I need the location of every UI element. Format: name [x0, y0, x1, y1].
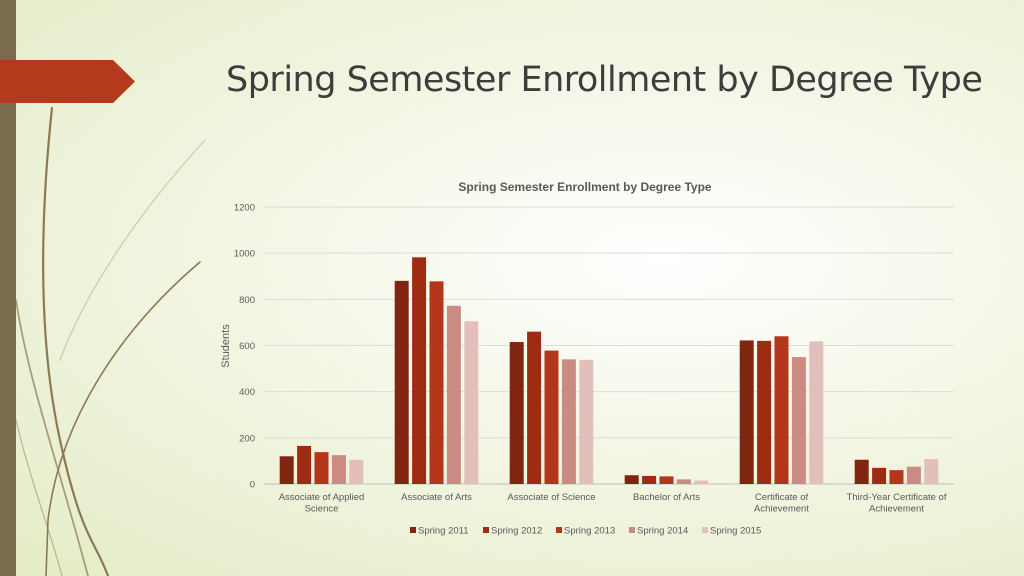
- y-tick-label: 0: [250, 480, 255, 491]
- bar: [349, 459, 364, 484]
- legend-label: Spring 2011: [418, 526, 469, 537]
- bar: [509, 342, 524, 484]
- y-tick-label: 1000: [234, 249, 255, 260]
- legend-swatch: [629, 527, 635, 533]
- category-label: Achievement: [754, 504, 809, 515]
- legend-swatch: [702, 527, 708, 533]
- bar: [854, 459, 869, 484]
- gridlines: [264, 206, 954, 485]
- bar: [394, 280, 409, 484]
- category-label: Associate of Applied: [279, 492, 365, 503]
- title-ribbon-arrow: [0, 60, 135, 103]
- y-tick-label: 1200: [234, 203, 255, 214]
- bar: [659, 476, 674, 484]
- bar: [889, 470, 904, 484]
- bar: [872, 467, 887, 484]
- bar: [791, 357, 806, 484]
- bar: [906, 466, 921, 484]
- slide-title: Spring Semester Enrollment by Degree Typ…: [226, 60, 983, 100]
- bar: [809, 341, 824, 484]
- category-label: Third-Year Certificate of: [847, 492, 947, 503]
- y-tick-label: 600: [239, 341, 255, 352]
- y-axis-label: Students: [220, 324, 232, 368]
- chart-title: Spring Semester Enrollment by Degree Typ…: [458, 180, 712, 194]
- bar: [561, 359, 576, 484]
- decorative-curves: [15, 106, 206, 576]
- bar: [412, 257, 427, 484]
- legend-swatch: [410, 527, 416, 533]
- bar: [297, 445, 312, 484]
- legend: Spring 2011 Spring 2012 Spring 2013 Spring …: [410, 526, 761, 537]
- bar: [579, 359, 594, 484]
- bar: [676, 479, 691, 484]
- bar: [624, 475, 639, 484]
- legend-swatch: [483, 527, 489, 533]
- category-label: Associate of Arts: [401, 492, 472, 503]
- bar: [527, 331, 542, 484]
- bar: [429, 281, 444, 484]
- left-accent-bar: [0, 0, 16, 576]
- y-tick-label: 400: [239, 387, 255, 398]
- category-label: Associate of Science: [507, 492, 595, 503]
- bar: [694, 480, 709, 484]
- bar: [464, 321, 479, 484]
- bar: [446, 305, 461, 484]
- bar: [279, 456, 294, 484]
- bar: [642, 475, 657, 484]
- bar: [774, 336, 789, 484]
- legend-label: Spring 2014: [637, 526, 688, 537]
- bar: [331, 455, 346, 484]
- category-label: Certificate of: [755, 492, 809, 503]
- y-tick-label: 800: [239, 295, 255, 306]
- category-label: Science: [305, 504, 339, 515]
- bar: [924, 459, 939, 484]
- category-label: Bachelor of Arts: [633, 492, 700, 503]
- legend-label: Spring 2012: [491, 526, 542, 537]
- bars: [279, 257, 939, 484]
- bar: [757, 340, 772, 484]
- legend-label: Spring 2013: [564, 526, 615, 537]
- y-tick-label: 200: [239, 433, 255, 444]
- legend-swatch: [556, 527, 562, 533]
- y-tick-labels: 0 200 400 600 800 1000 1200: [234, 203, 255, 491]
- bar: [544, 350, 559, 484]
- bar: [739, 340, 754, 484]
- bar: [314, 452, 329, 484]
- legend-label: Spring 2015: [710, 526, 761, 537]
- category-label: Achievement: [869, 504, 924, 515]
